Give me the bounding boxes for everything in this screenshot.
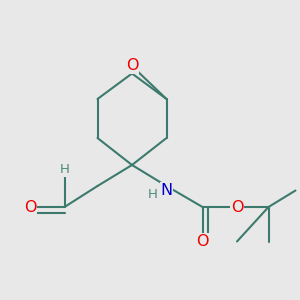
Text: O: O (126, 58, 138, 74)
Text: O: O (24, 200, 36, 214)
Text: O: O (196, 234, 209, 249)
Text: N: N (160, 183, 172, 198)
Text: H: H (148, 188, 158, 202)
Text: H: H (60, 163, 69, 176)
Text: O: O (126, 58, 138, 74)
Text: O: O (231, 200, 243, 214)
